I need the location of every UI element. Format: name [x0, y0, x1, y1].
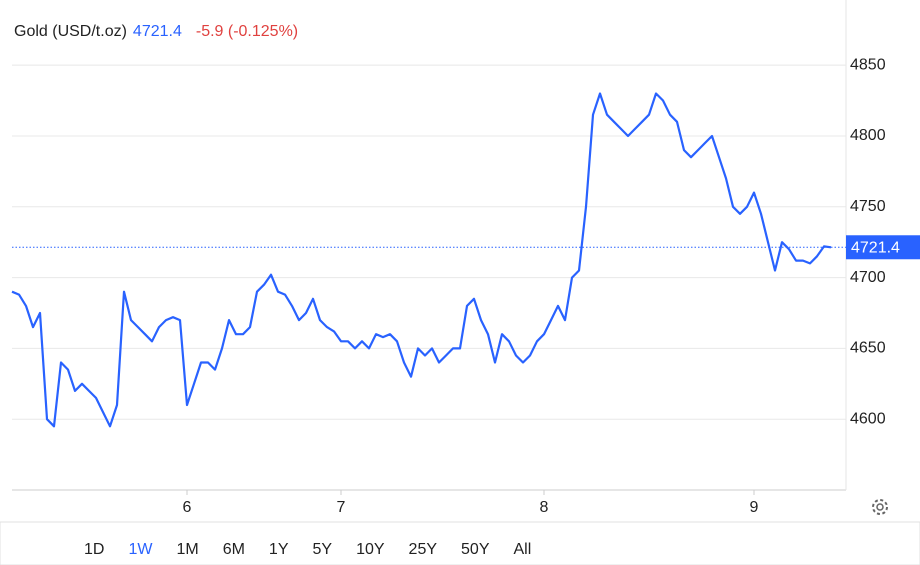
x-tick-label: 8 [540, 499, 549, 516]
change: -5.9 (-0.125%) [196, 23, 298, 40]
x-tick-label: 9 [750, 499, 759, 516]
range-button[interactable]: 10Y [356, 541, 385, 558]
last-price-tag-label: 4721.4 [851, 239, 900, 256]
range-button[interactable]: All [513, 541, 531, 558]
price-line [11, 92, 832, 428]
y-tick-label: 4600 [850, 410, 886, 427]
settings-icon[interactable] [872, 499, 888, 515]
y-tick-label: 4800 [850, 127, 886, 144]
header: Gold (USD/t.oz) 4721.4 -5.9 (-0.125%) [14, 23, 298, 40]
x-tick-label: 6 [183, 499, 192, 516]
last-price-tag [846, 235, 920, 260]
range-button[interactable]: 6M [223, 541, 245, 558]
last-price: 4721.4 [133, 23, 182, 40]
y-tick-label: 4850 [850, 56, 886, 73]
range-button[interactable]: 1D [84, 541, 104, 558]
chart-title: Gold (USD/t.oz) [14, 23, 127, 40]
y-tick-label: 4650 [850, 340, 886, 357]
range-button[interactable]: 50Y [461, 541, 490, 558]
y-tick-label: 4750 [850, 198, 886, 215]
range-button[interactable]: 1M [176, 541, 198, 558]
range-button[interactable]: 5Y [313, 541, 333, 558]
range-button[interactable]: 25Y [409, 541, 438, 558]
range-bar [0, 521, 920, 565]
y-tick-label: 4700 [850, 269, 886, 286]
range-button[interactable]: 1Y [269, 541, 289, 558]
range-button[interactable]: 1W [128, 541, 153, 558]
x-tick-label: 7 [337, 499, 346, 516]
